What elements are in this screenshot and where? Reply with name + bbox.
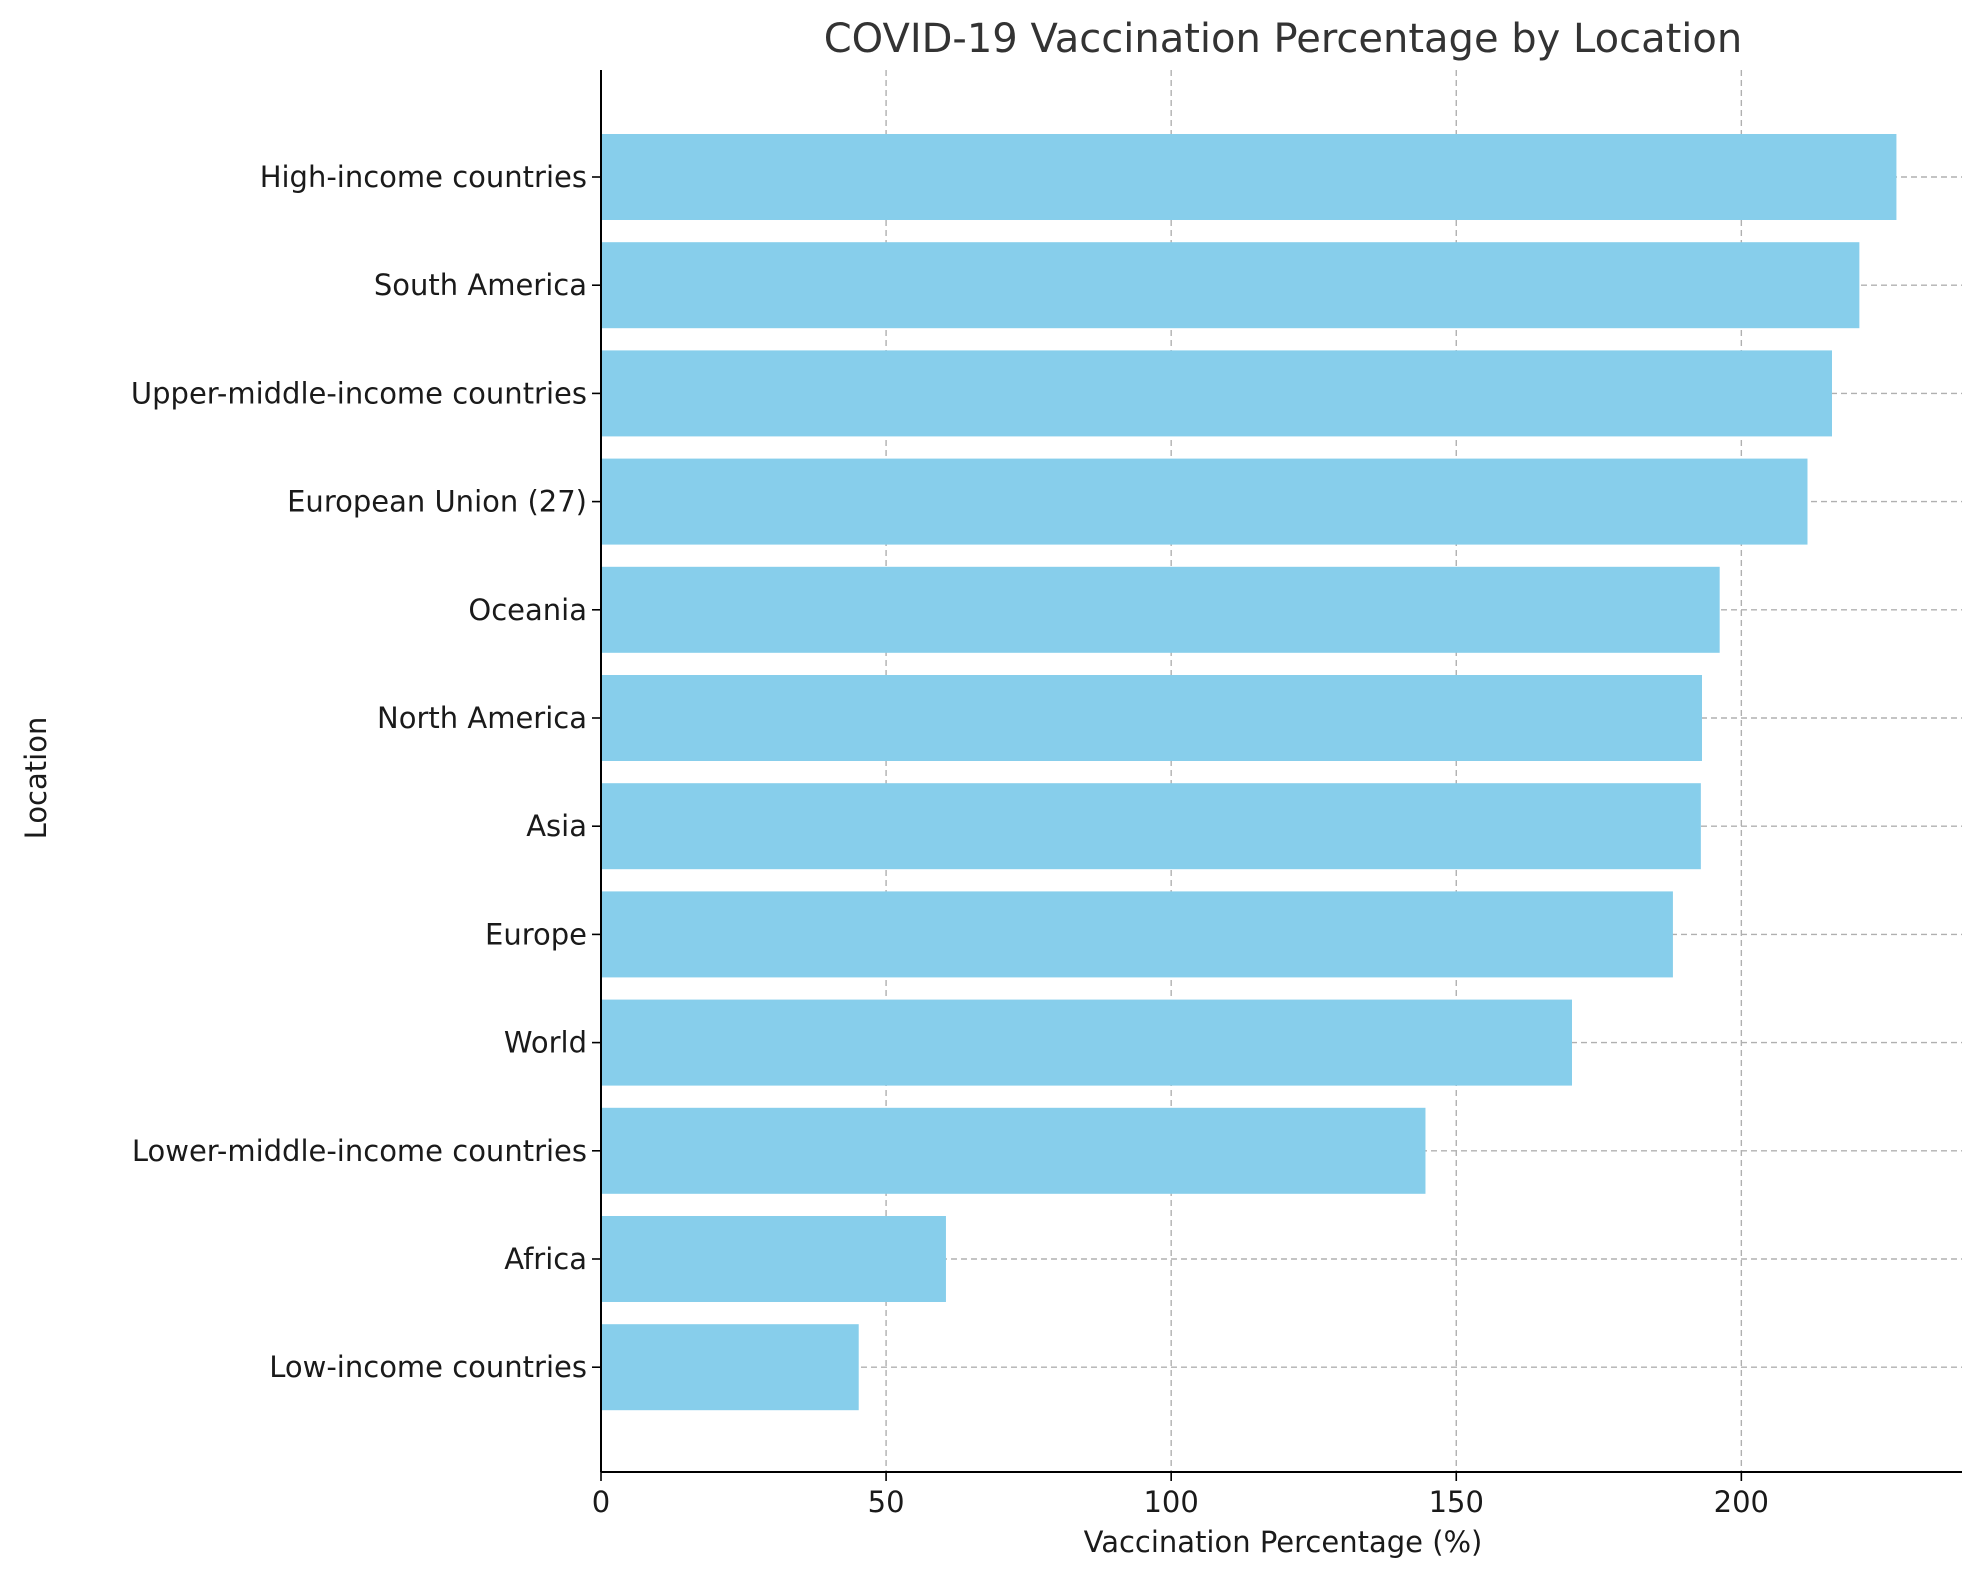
bar — [601, 999, 1573, 1086]
bar — [601, 783, 1701, 870]
x-tick-label: 150 — [1429, 1485, 1484, 1519]
y-tick-label: Oceania — [468, 593, 587, 627]
bar — [601, 1324, 859, 1411]
x-ticks: 0 50 100 150 200 — [592, 1472, 1769, 1519]
bar — [601, 350, 1833, 437]
y-axis-label: Location — [19, 717, 53, 840]
y-tick-label: Asia — [526, 809, 587, 843]
y-tick-label: Lower-middle-income countries — [132, 1134, 587, 1168]
axes — [600, 70, 1962, 1473]
x-tick-label: 100 — [1143, 1485, 1198, 1519]
bar — [601, 566, 1720, 653]
y-tick-label: High-income countries — [260, 160, 587, 194]
x-axis-label: Vaccination Percentage (%) — [1084, 1525, 1483, 1559]
bar — [601, 458, 1808, 545]
bar — [601, 1107, 1426, 1194]
y-tick-label: Africa — [504, 1242, 587, 1276]
x-tick-label: 200 — [1714, 1485, 1769, 1519]
bar — [601, 134, 1897, 220]
bar — [601, 675, 1703, 761]
y-tick-label: Upper-middle-income countries — [131, 376, 587, 410]
y-tick-label: European Union (27) — [287, 485, 587, 519]
bar — [601, 1216, 946, 1302]
bar — [601, 891, 1673, 978]
x-tick-label: 0 — [592, 1485, 610, 1519]
y-tick-label: Europe — [485, 917, 587, 951]
y-tick-label: South America — [374, 268, 587, 302]
bars — [601, 134, 1897, 1411]
y-tick-label: Low-income countries — [269, 1350, 587, 1384]
bar — [601, 242, 1860, 329]
y-tick-label: North America — [377, 701, 587, 735]
y-tick-label: World — [504, 1026, 587, 1060]
y-ticks: High-income countries South America Upper-… — [131, 160, 601, 1384]
chart-title: COVID-19 Vaccination Percentage by Locat… — [824, 16, 1742, 62]
x-tick-label: 50 — [868, 1485, 905, 1519]
